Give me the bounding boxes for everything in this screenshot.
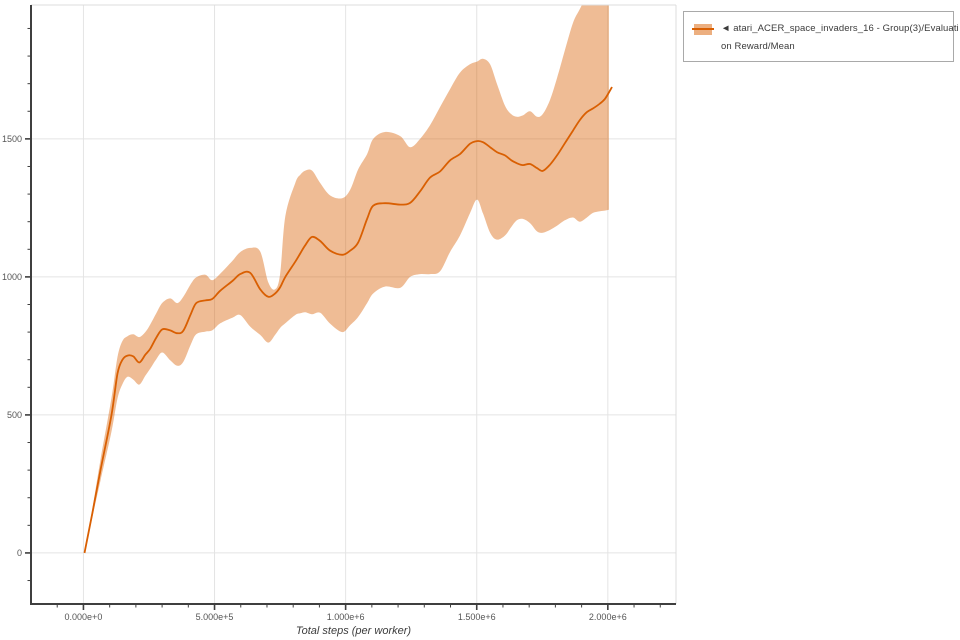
x-axis-title: Total steps (per worker) <box>296 625 411 637</box>
x-tick-label: 0.000e+0 <box>65 612 103 622</box>
legend-box: ◄ atari_ACER_space_invaders_16 - Group(3… <box>683 11 959 62</box>
legend-label-line1: ◄ atari_ACER_space_invaders_16 - Group(3… <box>721 23 959 34</box>
line-swatch <box>692 28 714 30</box>
y-tick-label: 1500 <box>2 134 22 144</box>
x-tick-label: 2.000e+6 <box>589 612 627 622</box>
legend-entry[interactable]: ◄ atari_ACER_space_invaders_16 - Group(3… <box>684 12 959 56</box>
y-tick-label: 0 <box>17 548 22 558</box>
x-tick-label: 5.000e+5 <box>196 612 234 622</box>
x-tick-label: 1.000e+6 <box>327 612 365 622</box>
y-tick-label: 1000 <box>2 272 22 282</box>
reward-mean-line <box>83 86 613 554</box>
legend-label-line2: on Reward/Mean <box>721 41 795 52</box>
series-swatch-icon <box>692 23 714 36</box>
y-tick-label: 500 <box>7 410 22 420</box>
reward-std-band <box>84 5 609 553</box>
x-tick-label: 1.500e+6 <box>458 612 496 622</box>
legend-label: ◄ atari_ACER_space_invaders_16 - Group(3… <box>721 20 959 56</box>
